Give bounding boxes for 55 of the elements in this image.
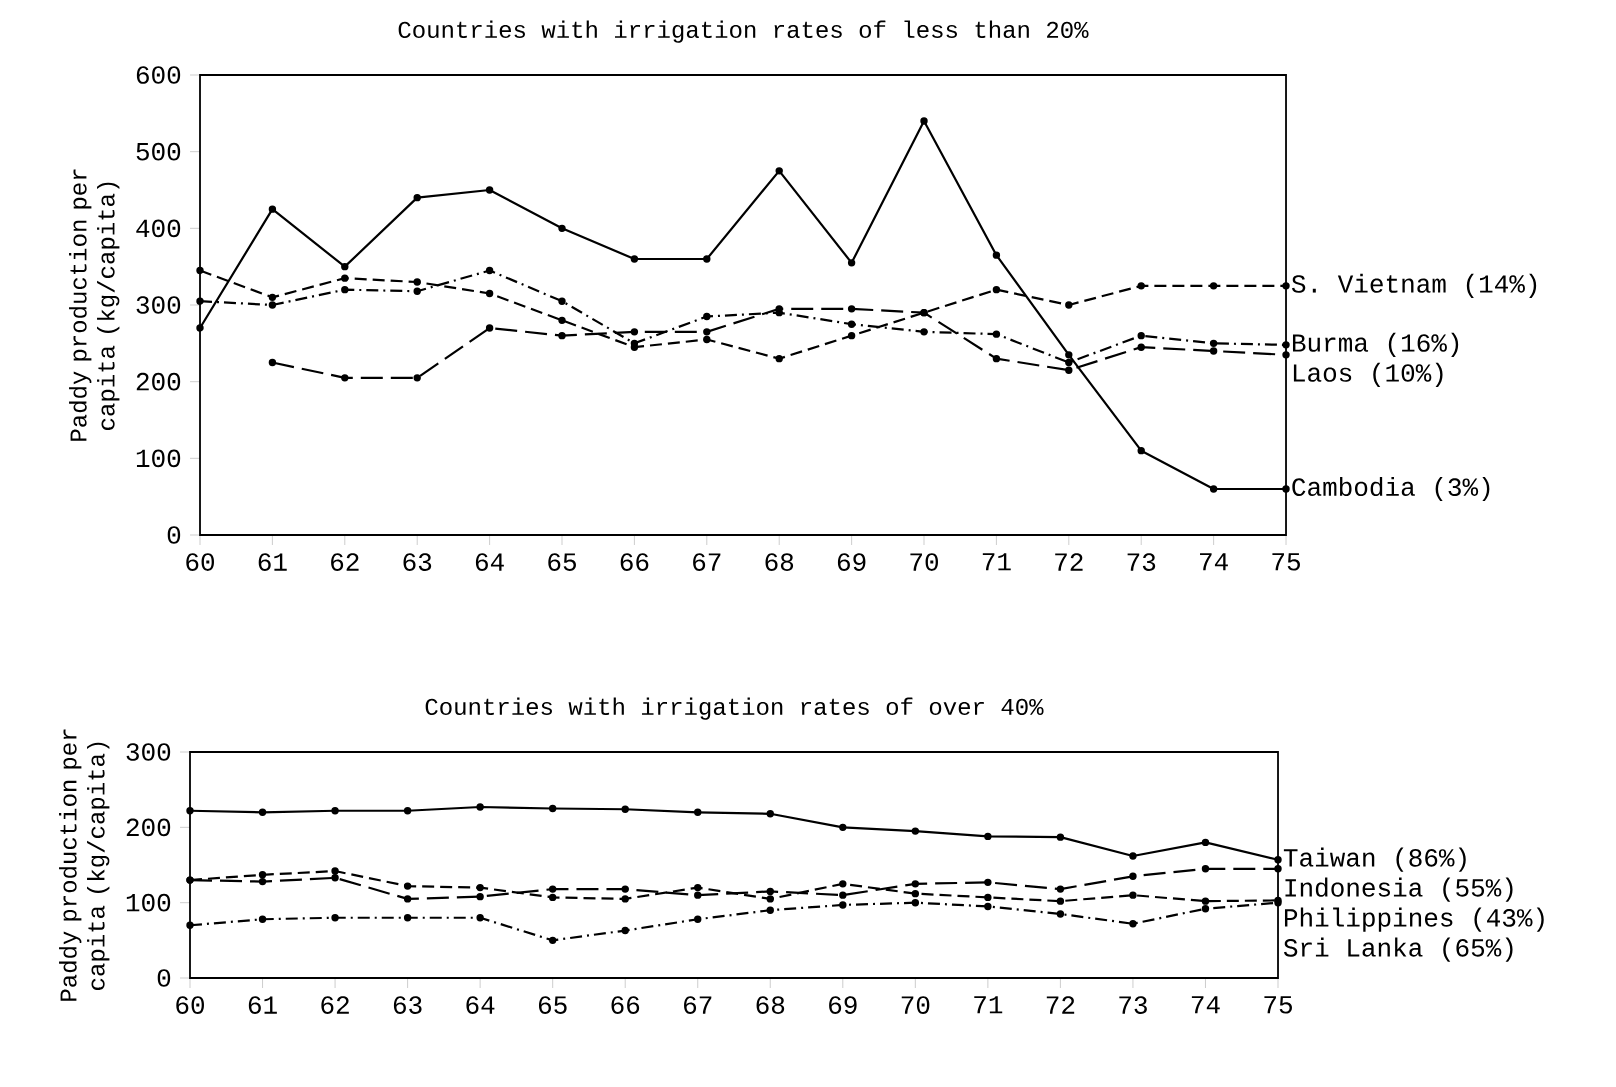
- series-label: Cambodia (3%): [1292, 476, 1490, 502]
- x-tick-label: 64: [466, 996, 495, 1014]
- x-tick-label: 65: [538, 996, 567, 1014]
- x-tick-label: 75: [1264, 996, 1292, 1014]
- x-tick-label: 71: [982, 553, 1011, 571]
- series-label: Taiwan (86%): [1283, 847, 1466, 872]
- x-tick-label: 61: [248, 996, 277, 1014]
- x-tick-label: 63: [403, 553, 432, 571]
- x-tick-label: 60: [186, 553, 214, 571]
- series-label: Burma (16%): [1292, 332, 1459, 357]
- x-tick-label: 64: [475, 553, 504, 571]
- y-tick-label: 300: [126, 743, 171, 761]
- series-label: S. Vietnam (14%): [1291, 273, 1537, 298]
- x-tick-label: 70: [901, 996, 930, 1014]
- x-tick-label: 63: [393, 996, 422, 1014]
- x-tick-label: 72: [1046, 996, 1075, 1014]
- y-axis-title: Paddy production per capita (kg/capita): [59, 729, 110, 1001]
- series-label: Sri Lanka (65%): [1283, 937, 1513, 962]
- y-tick-label: 600: [136, 66, 181, 84]
- series-label: Philippines (43%): [1284, 907, 1544, 932]
- x-tick-label: 61: [258, 553, 287, 571]
- x-tick-label: 68: [756, 996, 785, 1014]
- x-tick-label: 73: [1127, 553, 1156, 571]
- series-label: Indonesia (55%): [1285, 877, 1513, 902]
- y-tick-label: 200: [126, 818, 171, 837]
- x-tick-label: 70: [910, 553, 938, 571]
- x-tick-label: 62: [331, 553, 359, 571]
- x-tick-label: 62: [321, 996, 349, 1014]
- x-tick-label: 75: [1272, 553, 1300, 571]
- x-tick-label: 72: [1055, 553, 1083, 571]
- series-label: Laos (10%): [1293, 362, 1443, 387]
- x-tick-label: 74: [1191, 996, 1220, 1014]
- x-tick-label: 71: [974, 996, 1003, 1014]
- y-tick-label: 300: [136, 296, 181, 314]
- chart-title: Countries with irrigation rates of over 40%: [425, 697, 1044, 720]
- y-tick-label: 100: [126, 893, 171, 912]
- x-tick-label: 69: [829, 996, 857, 1014]
- y-tick-label: 200: [136, 372, 181, 391]
- x-tick-label: 73: [1119, 996, 1147, 1014]
- x-tick-label: 60: [176, 996, 204, 1014]
- y-tick-label: 100: [136, 449, 181, 468]
- y-tick-label: 500: [136, 142, 181, 161]
- x-tick-label: 65: [548, 553, 576, 571]
- chart-title: Countries with irrigation rates of less than 20%: [398, 20, 1089, 43]
- x-tick-label: 66: [620, 553, 649, 571]
- x-tick-label: 69: [837, 553, 866, 571]
- y-tick-label: 0: [167, 526, 181, 544]
- x-tick-label: 74: [1200, 553, 1228, 571]
- y-tick-label: 400: [136, 219, 181, 238]
- x-tick-label: 67: [693, 553, 721, 571]
- y-tick-label: 0: [157, 969, 171, 987]
- y-axis-title: Paddy production per capita (kg/capita): [69, 169, 120, 441]
- x-tick-label: 66: [611, 996, 640, 1014]
- x-tick-label: 68: [765, 553, 794, 571]
- x-tick-label: 67: [684, 996, 712, 1014]
